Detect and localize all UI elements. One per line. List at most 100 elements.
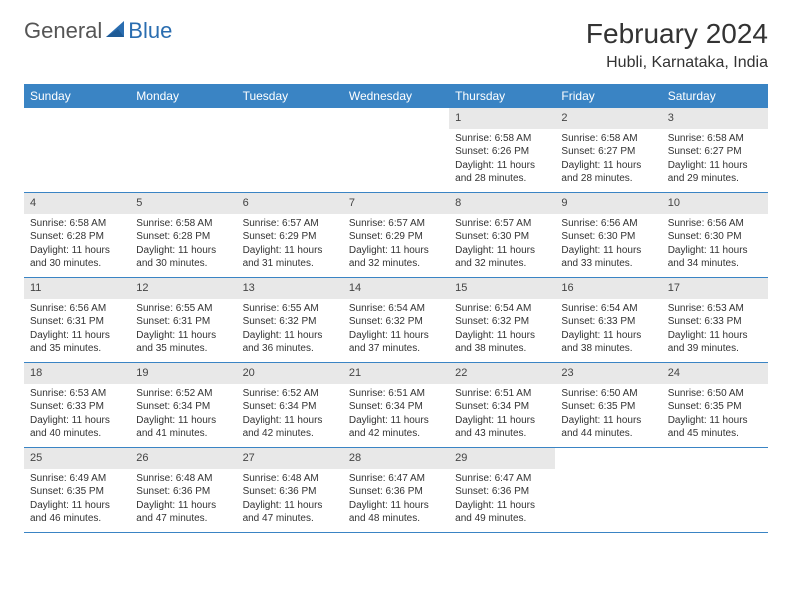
day-number: 28: [343, 448, 449, 469]
day-cell: [237, 108, 343, 192]
day-cell: 22Sunrise: 6:51 AMSunset: 6:34 PMDayligh…: [449, 363, 555, 447]
day-cell: 25Sunrise: 6:49 AMSunset: 6:35 PMDayligh…: [24, 448, 130, 532]
day-cell: 12Sunrise: 6:55 AMSunset: 6:31 PMDayligh…: [130, 278, 236, 362]
day-number: 11: [24, 278, 130, 299]
day-cell: 21Sunrise: 6:51 AMSunset: 6:34 PMDayligh…: [343, 363, 449, 447]
sunset-text: Sunset: 6:34 PM: [349, 400, 443, 414]
day-cell: 6Sunrise: 6:57 AMSunset: 6:29 PMDaylight…: [237, 193, 343, 277]
daylight-text: Daylight: 11 hours and 40 minutes.: [30, 414, 124, 441]
sunset-text: Sunset: 6:31 PM: [30, 315, 124, 329]
day-number: 16: [555, 278, 661, 299]
day-content: Sunrise: 6:56 AMSunset: 6:30 PMDaylight:…: [555, 214, 661, 277]
sunset-text: Sunset: 6:36 PM: [243, 485, 337, 499]
day-cell: 11Sunrise: 6:56 AMSunset: 6:31 PMDayligh…: [24, 278, 130, 362]
day-number: 2: [555, 108, 661, 129]
sunrise-text: Sunrise: 6:53 AM: [668, 302, 762, 316]
day-cell: [555, 448, 661, 532]
day-content: Sunrise: 6:47 AMSunset: 6:36 PMDaylight:…: [449, 469, 555, 532]
day-number: 21: [343, 363, 449, 384]
day-cell: 16Sunrise: 6:54 AMSunset: 6:33 PMDayligh…: [555, 278, 661, 362]
month-title: February 2024: [586, 18, 768, 50]
week-row: 18Sunrise: 6:53 AMSunset: 6:33 PMDayligh…: [24, 363, 768, 448]
sunrise-text: Sunrise: 6:52 AM: [136, 387, 230, 401]
day-number: 14: [343, 278, 449, 299]
daylight-text: Daylight: 11 hours and 30 minutes.: [136, 244, 230, 271]
day-number: 27: [237, 448, 343, 469]
daylight-text: Daylight: 11 hours and 30 minutes.: [30, 244, 124, 271]
day-header: Wednesday: [343, 84, 449, 108]
day-content: Sunrise: 6:57 AMSunset: 6:29 PMDaylight:…: [237, 214, 343, 277]
sunrise-text: Sunrise: 6:50 AM: [561, 387, 655, 401]
day-number: 15: [449, 278, 555, 299]
day-header: Saturday: [662, 84, 768, 108]
day-number: 7: [343, 193, 449, 214]
daylight-text: Daylight: 11 hours and 38 minutes.: [561, 329, 655, 356]
day-content: Sunrise: 6:57 AMSunset: 6:30 PMDaylight:…: [449, 214, 555, 277]
sunset-text: Sunset: 6:33 PM: [668, 315, 762, 329]
day-number: 5: [130, 193, 236, 214]
day-header: Friday: [555, 84, 661, 108]
day-cell: [24, 108, 130, 192]
day-cell: 13Sunrise: 6:55 AMSunset: 6:32 PMDayligh…: [237, 278, 343, 362]
sunset-text: Sunset: 6:34 PM: [136, 400, 230, 414]
week-row: 11Sunrise: 6:56 AMSunset: 6:31 PMDayligh…: [24, 278, 768, 363]
day-header-row: Sunday Monday Tuesday Wednesday Thursday…: [24, 84, 768, 108]
sunrise-text: Sunrise: 6:57 AM: [349, 217, 443, 231]
daylight-text: Daylight: 11 hours and 34 minutes.: [668, 244, 762, 271]
sunset-text: Sunset: 6:26 PM: [455, 145, 549, 159]
daylight-text: Daylight: 11 hours and 47 minutes.: [136, 499, 230, 526]
daylight-text: Daylight: 11 hours and 33 minutes.: [561, 244, 655, 271]
day-content: Sunrise: 6:54 AMSunset: 6:32 PMDaylight:…: [343, 299, 449, 362]
day-content: Sunrise: 6:48 AMSunset: 6:36 PMDaylight:…: [130, 469, 236, 532]
sunset-text: Sunset: 6:33 PM: [30, 400, 124, 414]
day-content: Sunrise: 6:50 AMSunset: 6:35 PMDaylight:…: [662, 384, 768, 447]
title-block: February 2024 Hubli, Karnataka, India: [586, 18, 768, 72]
day-content: Sunrise: 6:52 AMSunset: 6:34 PMDaylight:…: [237, 384, 343, 447]
day-content: Sunrise: 6:58 AMSunset: 6:27 PMDaylight:…: [662, 129, 768, 192]
daylight-text: Daylight: 11 hours and 47 minutes.: [243, 499, 337, 526]
day-number: 29: [449, 448, 555, 469]
sunset-text: Sunset: 6:32 PM: [349, 315, 443, 329]
daylight-text: Daylight: 11 hours and 39 minutes.: [668, 329, 762, 356]
day-content: Sunrise: 6:53 AMSunset: 6:33 PMDaylight:…: [24, 384, 130, 447]
day-number: 18: [24, 363, 130, 384]
day-header: Sunday: [24, 84, 130, 108]
day-number: 23: [555, 363, 661, 384]
day-content: Sunrise: 6:58 AMSunset: 6:28 PMDaylight:…: [130, 214, 236, 277]
day-cell: 26Sunrise: 6:48 AMSunset: 6:36 PMDayligh…: [130, 448, 236, 532]
day-cell: 15Sunrise: 6:54 AMSunset: 6:32 PMDayligh…: [449, 278, 555, 362]
sunrise-text: Sunrise: 6:48 AM: [243, 472, 337, 486]
logo-sail-icon: [104, 19, 126, 44]
day-number: 26: [130, 448, 236, 469]
sunset-text: Sunset: 6:29 PM: [243, 230, 337, 244]
sunrise-text: Sunrise: 6:57 AM: [455, 217, 549, 231]
sunset-text: Sunset: 6:28 PM: [30, 230, 124, 244]
sunset-text: Sunset: 6:34 PM: [455, 400, 549, 414]
daylight-text: Daylight: 11 hours and 45 minutes.: [668, 414, 762, 441]
day-cell: 17Sunrise: 6:53 AMSunset: 6:33 PMDayligh…: [662, 278, 768, 362]
day-cell: 5Sunrise: 6:58 AMSunset: 6:28 PMDaylight…: [130, 193, 236, 277]
sunrise-text: Sunrise: 6:51 AM: [455, 387, 549, 401]
day-content: Sunrise: 6:55 AMSunset: 6:32 PMDaylight:…: [237, 299, 343, 362]
day-content: Sunrise: 6:56 AMSunset: 6:30 PMDaylight:…: [662, 214, 768, 277]
location: Hubli, Karnataka, India: [586, 54, 768, 72]
sunset-text: Sunset: 6:33 PM: [561, 315, 655, 329]
day-number: 13: [237, 278, 343, 299]
day-number: 19: [130, 363, 236, 384]
sunset-text: Sunset: 6:36 PM: [455, 485, 549, 499]
sunset-text: Sunset: 6:36 PM: [136, 485, 230, 499]
day-cell: 10Sunrise: 6:56 AMSunset: 6:30 PMDayligh…: [662, 193, 768, 277]
sunset-text: Sunset: 6:27 PM: [561, 145, 655, 159]
sunrise-text: Sunrise: 6:54 AM: [455, 302, 549, 316]
logo-text-general: General: [24, 18, 102, 44]
sunset-text: Sunset: 6:30 PM: [668, 230, 762, 244]
sunrise-text: Sunrise: 6:57 AM: [243, 217, 337, 231]
daylight-text: Daylight: 11 hours and 32 minutes.: [349, 244, 443, 271]
day-content: Sunrise: 6:52 AMSunset: 6:34 PMDaylight:…: [130, 384, 236, 447]
daylight-text: Daylight: 11 hours and 42 minutes.: [243, 414, 337, 441]
day-content: Sunrise: 6:54 AMSunset: 6:33 PMDaylight:…: [555, 299, 661, 362]
logo-text-blue: Blue: [128, 18, 172, 44]
day-header: Tuesday: [237, 84, 343, 108]
daylight-text: Daylight: 11 hours and 35 minutes.: [136, 329, 230, 356]
day-number: 24: [662, 363, 768, 384]
